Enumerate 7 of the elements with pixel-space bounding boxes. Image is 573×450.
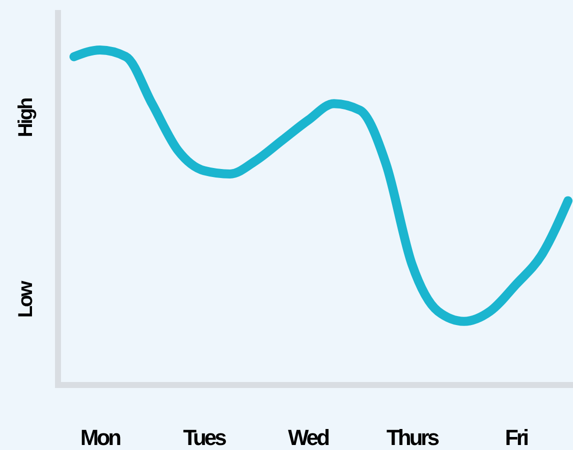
x-tick-label: Thurs	[386, 425, 440, 450]
x-tick-label: Mon	[80, 425, 122, 450]
x-tick-label: Tues	[183, 425, 227, 450]
text: Low	[15, 280, 37, 318]
text: High	[15, 98, 37, 138]
x-tick-label: Fri	[504, 425, 528, 450]
x-tick-label: Wed	[288, 425, 329, 450]
